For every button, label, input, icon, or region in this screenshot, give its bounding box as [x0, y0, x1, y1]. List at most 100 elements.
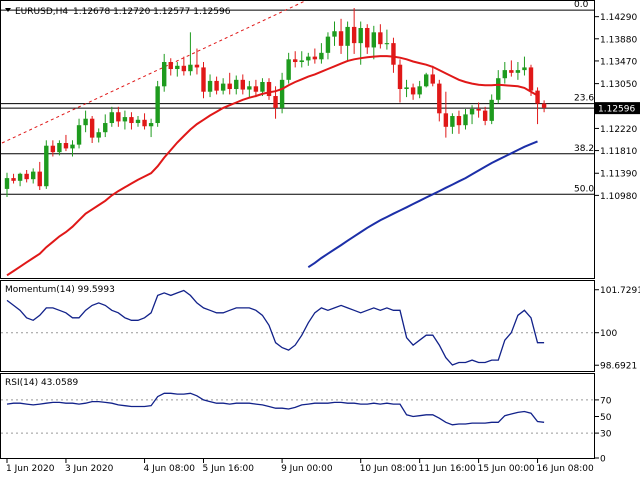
candle-body [351, 26, 357, 44]
candle-body [4, 178, 10, 189]
main-panel-frame [0, 0, 595, 279]
fibonacci-levels: 0.0 23.6 38.2 50.0 [1, 0, 594, 195]
candle-body [70, 144, 75, 149]
candle-body [37, 171, 42, 187]
candle-body [31, 171, 36, 180]
time-axis-label: 5 Jun 16:00 [203, 464, 255, 474]
fib-level-label: 38.2 [574, 144, 594, 154]
candle-body [496, 78, 501, 100]
candle-body [96, 132, 101, 138]
candle-body [378, 32, 383, 45]
candle-body [404, 87, 409, 90]
candle-body [234, 79, 239, 90]
candle-body [456, 116, 462, 126]
candle-body [253, 86, 259, 92]
candle-body [424, 74, 429, 87]
current-price-tag-bg [595, 102, 640, 115]
candle-body [89, 118, 95, 138]
candle-body [207, 80, 213, 92]
time-axis-label: 9 Jun 00:00 [281, 464, 333, 474]
candle-body [11, 178, 16, 181]
time-axis-label: 1 Jun 2020 [6, 464, 55, 474]
candle-body [240, 79, 245, 90]
candle-body [286, 59, 291, 80]
candle-body [135, 119, 141, 124]
fib-level-label: 50.0 [574, 184, 594, 194]
candle-body [417, 86, 422, 95]
time-axis-label: 10 Jun 08:00 [360, 464, 417, 474]
candle-body [83, 118, 88, 126]
time-axis: 1 Jun 2020 3 Jun 2020 4 Jun 08:00 5 Jun 16:… [6, 458, 594, 474]
candle-body [476, 108, 481, 111]
candle-body [247, 86, 252, 90]
trendline [1, 0, 306, 144]
candle-body [535, 90, 540, 104]
price-axis: 1.142901.138801.134701.130501.126401.122… [595, 13, 637, 202]
rsi-axis-label: 0 [600, 455, 606, 465]
candle-body [312, 56, 318, 60]
candle-body [515, 70, 521, 73]
moving-average-blue [307, 140, 538, 269]
rsi-axis-label: 30 [600, 430, 612, 440]
candle-body [338, 31, 344, 46]
candle-body [103, 123, 108, 133]
candle-body [116, 112, 121, 122]
candle-body [365, 27, 370, 48]
time-axis-label: 4 Jun 08:00 [144, 464, 196, 474]
price-axis-label: 1.13470 [600, 57, 637, 67]
fib-level-label: 23.6 [574, 94, 594, 104]
candle-body [76, 125, 82, 145]
rsi-axis-label: 50 [600, 413, 612, 423]
momentum-axis-label: 100 [600, 329, 617, 339]
price-axis-label: 1.13880 [600, 35, 637, 45]
price-axis-label: 1.14290 [600, 13, 637, 23]
time-axis-label: 11 Jun 16:00 [419, 464, 476, 474]
price-axis-label: 1.12220 [600, 125, 637, 135]
moving-averages [6, 55, 539, 277]
candle-body [345, 26, 350, 46]
fib-level-label: 0.0 [574, 0, 589, 10]
time-axis-label: 16 Jun 08:00 [537, 464, 594, 474]
candle-body [391, 43, 396, 65]
candle-body [463, 114, 468, 126]
time-axis-label: 3 Jun 2020 [65, 464, 114, 474]
candle-body [44, 145, 49, 187]
current-price-value: 1.12596 [598, 105, 635, 115]
candlestick-series [4, 8, 547, 198]
candle-body [194, 64, 200, 68]
candle-body [188, 64, 193, 72]
candle-body [502, 70, 507, 79]
ohlc-readout: 1.12678 1.12720 1.12577 1.12596 [73, 7, 231, 17]
candle-body [306, 56, 311, 61]
rsi-panel-frame [0, 373, 595, 459]
candle-body [509, 70, 514, 73]
candle-body [175, 65, 180, 70]
candle-body [273, 96, 278, 108]
momentum-axis-label: 98.6921 [600, 362, 637, 372]
candle-body [358, 27, 363, 44]
candle-body [437, 83, 442, 114]
candle-body [430, 74, 435, 84]
momentum-line [6, 289, 545, 366]
moving-average-red [6, 55, 539, 277]
price-axis-label: 1.13050 [600, 80, 637, 90]
candle-body [397, 64, 403, 90]
candle-body [410, 87, 416, 95]
candle-body [227, 83, 232, 90]
candle-body [201, 67, 206, 92]
rsi-axis-label: 70 [600, 396, 612, 406]
momentum-series [1, 289, 594, 366]
candle-body [63, 143, 69, 149]
candle-body [129, 117, 134, 124]
rsi-title: RSI(14) 43.0589 [5, 378, 78, 388]
candle-body [214, 80, 219, 91]
candle-body [162, 62, 167, 87]
candle-body [142, 119, 147, 127]
momentum-title: Momentum(14) 99.5993 [5, 285, 115, 295]
candle-body [319, 52, 324, 60]
momentum-panel-frame [0, 280, 595, 372]
trendline-layer [1, 0, 306, 144]
candle-body [489, 99, 494, 121]
current-price-tag: 1.12596 [595, 102, 640, 115]
candle-body [57, 143, 62, 153]
